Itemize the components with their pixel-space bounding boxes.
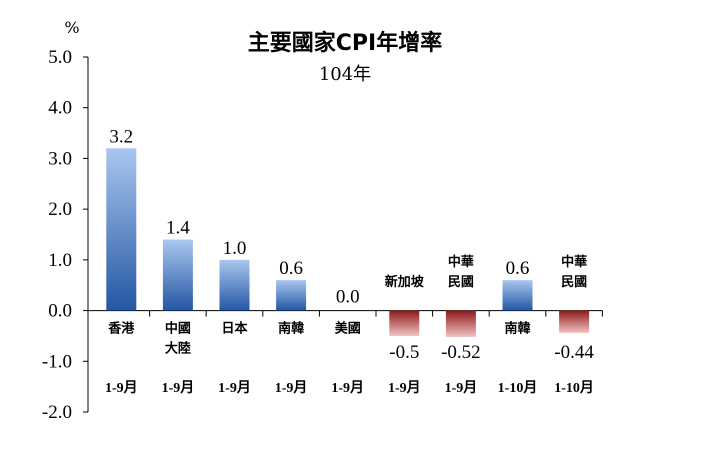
data-labels: 3.2 1.4 1.0 0.6 0.0 -0.5 -0.52 0.6 -0.44 bbox=[109, 126, 594, 363]
period-label: 1-9月 bbox=[445, 380, 478, 396]
category-label: 中華 bbox=[448, 254, 474, 270]
bar bbox=[106, 148, 137, 311]
y-tick-label: 5.0 bbox=[48, 47, 72, 68]
y-tick-label: 1.0 bbox=[48, 250, 72, 271]
y-tick-label: 3.0 bbox=[48, 148, 72, 169]
bar bbox=[559, 310, 590, 333]
y-axis: 5.0 4.0 3.0 2.0 1.0 0.0 -1.0 -2.0 bbox=[42, 47, 603, 423]
bar bbox=[389, 310, 420, 336]
data-label: -0.52 bbox=[441, 342, 481, 363]
y-tick-label: 0.0 bbox=[48, 301, 72, 322]
y-tick-label: 2.0 bbox=[48, 199, 72, 220]
y-unit-label: % bbox=[64, 18, 79, 37]
category-label: 香港 bbox=[107, 321, 135, 337]
y-tick-label: -2.0 bbox=[42, 402, 72, 423]
period-label: 1-9月 bbox=[218, 380, 251, 396]
category-label: 中華 bbox=[561, 254, 587, 270]
data-label: 1.0 bbox=[223, 238, 247, 259]
period-label: 1-9月 bbox=[275, 380, 308, 396]
data-label: 0.6 bbox=[279, 258, 303, 279]
period-label: 1-9月 bbox=[105, 380, 138, 396]
category-label: 民國 bbox=[448, 275, 474, 290]
period-label: 1-10月 bbox=[554, 380, 594, 396]
y-tick-label: -1.0 bbox=[42, 351, 72, 372]
bar bbox=[219, 259, 250, 311]
period-label: 1-9月 bbox=[388, 380, 421, 396]
y-tick-label: 4.0 bbox=[48, 98, 72, 119]
bar bbox=[276, 280, 307, 311]
bars bbox=[106, 148, 590, 337]
bar bbox=[162, 239, 193, 311]
period-label: 1-9月 bbox=[331, 380, 364, 396]
data-label: 0.6 bbox=[506, 258, 530, 279]
category-label: 南韓 bbox=[278, 321, 304, 337]
data-label: 0.0 bbox=[336, 287, 360, 308]
category-label: 日本 bbox=[221, 321, 247, 337]
data-label: -0.44 bbox=[554, 342, 594, 363]
category-label: 美國 bbox=[335, 321, 361, 337]
category-label: 民國 bbox=[561, 275, 587, 290]
data-label: 1.4 bbox=[166, 218, 190, 239]
chart-title: 主要國家CPI年增率 bbox=[248, 30, 442, 56]
data-label: -0.5 bbox=[389, 342, 419, 363]
category-label: 大陸 bbox=[165, 341, 191, 357]
category-label: 新加坡 bbox=[385, 274, 425, 290]
category-label: 南韓 bbox=[504, 321, 530, 337]
period-label: 1-10月 bbox=[498, 380, 538, 396]
chart-subtitle: 104年 bbox=[319, 64, 371, 85]
bar bbox=[445, 310, 476, 337]
category-label: 中國 bbox=[165, 321, 191, 337]
data-label: 3.2 bbox=[109, 126, 133, 147]
period-label: 1-9月 bbox=[162, 380, 195, 396]
bar bbox=[502, 280, 533, 311]
